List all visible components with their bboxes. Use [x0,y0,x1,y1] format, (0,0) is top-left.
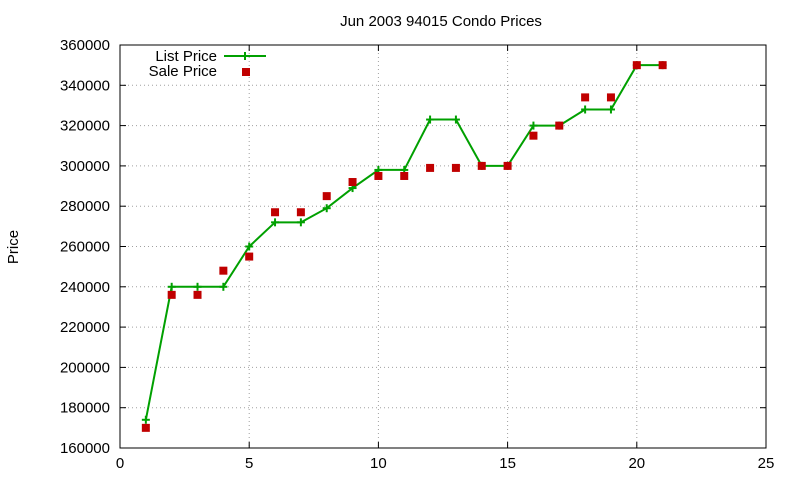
y-tick-label: 240000 [60,279,110,296]
y-tick-label: 300000 [60,158,110,175]
x-tick-label: 10 [370,455,387,472]
x-tick-label: 5 [245,455,253,472]
data-point-sale-price [219,266,228,275]
data-point-sale-price [529,131,538,140]
y-tick-label: 340000 [60,77,110,94]
legend-marker-list-price [241,52,249,60]
data-point-sale-price [606,93,615,102]
data-point-sale-price [400,171,409,180]
legend-label-list-price: List Price [155,48,217,65]
x-tick-label: 25 [758,455,775,472]
legend-marker-sale-price [242,68,250,76]
series-sale-price [141,61,667,432]
x-tick-label: 15 [499,455,516,472]
data-point-sale-price [374,171,383,180]
y-tick-labels: 160000 180000 200000 220000 240000 260000 2800… [60,37,110,457]
data-point-sale-price [426,163,435,172]
x-tick-label: 0 [116,455,124,472]
data-point-sale-price [477,161,486,170]
data-point-list-price [219,282,228,291]
data-point-list-price [141,415,150,424]
series-layer [141,61,667,432]
data-point-list-price [529,121,538,130]
data-point-list-price [245,242,254,251]
data-point-sale-price [555,121,564,130]
data-point-sale-price [581,93,590,102]
data-point-sale-price [503,161,512,170]
series-line-list-price [144,64,663,420]
data-point-sale-price [658,61,667,70]
x-tick-labels: 0 5 10 15 20 25 [116,455,775,472]
data-point-sale-price [271,208,280,217]
data-point-list-price [606,105,615,114]
y-tick-label: 280000 [60,198,110,215]
y-tick-label: 320000 [60,118,110,135]
y-tick-label: 360000 [60,37,110,54]
axis-ticks [119,44,767,449]
data-point-list-price [322,204,331,213]
data-point-list-price [451,115,460,124]
grid-lines [120,45,766,448]
legend: List Price Sale Price [149,48,266,80]
legend-label-sale-price: Sale Price [149,63,217,80]
data-point-sale-price [296,208,305,217]
data-point-list-price [296,218,305,227]
data-point-list-price [271,218,280,227]
data-point-sale-price [167,290,176,299]
data-point-sale-price [141,423,150,432]
data-point-sale-price [451,163,460,172]
y-tick-label: 200000 [60,359,110,376]
data-point-list-price [426,115,435,124]
data-point-sale-price [632,61,641,70]
data-point-list-price [193,282,202,291]
y-tick-label: 160000 [60,440,110,457]
data-point-sale-price [245,252,254,261]
chart-title: Jun 2003 94015 Condo Prices [340,13,542,30]
y-axis-label: Price [5,230,22,264]
y-tick-label: 220000 [60,319,110,336]
series-list-price [141,61,667,424]
x-tick-label: 20 [628,455,645,472]
y-tick-label: 260000 [60,239,110,256]
y-tick-label: 180000 [60,400,110,417]
data-point-sale-price [193,290,202,299]
data-point-sale-price [348,178,357,187]
data-point-sale-price [322,192,331,201]
data-point-list-price [167,282,176,291]
data-point-list-price [581,105,590,114]
